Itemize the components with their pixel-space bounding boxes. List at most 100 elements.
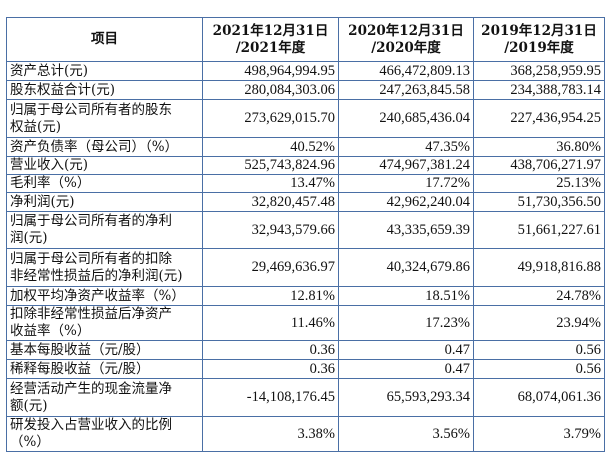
- row-label-text: 资产负债率（母公司）（%）: [10, 138, 179, 155]
- row-label-text: 归属于母公司所有者的扣除: [10, 250, 172, 267]
- row-label: 稀释每股收益（元/股）: [6, 359, 203, 379]
- row-label: 经营活动产生的现金流量净 额(元): [6, 378, 203, 417]
- row-label-text: 额(元): [10, 397, 48, 414]
- header-text: 2021年12月31日: [212, 22, 329, 39]
- value-cell-2021: 40.52%: [202, 137, 339, 157]
- row-label-text: 归属于母公司所有者的股东: [10, 101, 172, 118]
- value-cell-2021: 12.81%: [202, 286, 339, 306]
- table-row: 股东权益合计(元) 280,084,303.06 247,263,845.58 234…: [6, 80, 605, 100]
- value-cell-2019: 0.56: [473, 359, 605, 379]
- value-cell-2020: 474,967,381.24: [338, 156, 474, 175]
- value-cell-2021: 3.38%: [202, 416, 339, 452]
- value-cell-2020: 466,472,809.13: [338, 61, 474, 81]
- row-label-text: 净利润(元): [10, 193, 75, 210]
- row-label-text: 毛利率（%）: [10, 175, 91, 191]
- row-label-text: 经营活动产生的现金流量净: [10, 380, 172, 397]
- row-label-text: 营业收入(元): [10, 157, 89, 173]
- row-label: 扣除非经常性损益后净资产 收益率（%）: [6, 305, 203, 341]
- row-label: 基本每股收益（元/股）: [6, 340, 203, 360]
- value-cell-2020: 3.56%: [338, 416, 474, 452]
- value-cell-2019: 25.13%: [473, 174, 605, 193]
- table-header-row: 项目 2021年12月31日/2021年度 2020年12月31日/2020年度 20…: [6, 17, 605, 62]
- row-label: 归属于母公司所有者的股东 权益(元): [6, 99, 203, 138]
- value-cell-2019: 68,074,061.36: [473, 378, 605, 417]
- table-row: 加权平均净资产收益率（%） 12.81% 18.51% 24.78%: [6, 286, 605, 306]
- value-cell-2020: 47.35%: [338, 137, 474, 157]
- row-label-text: 收益率（%）: [10, 323, 91, 339]
- row-label-text: 扣除非经常性损益后净资产: [10, 306, 172, 322]
- financial-data-table: 项目 2021年12月31日/2021年度 2020年12月31日/2020年度 20…: [6, 17, 605, 452]
- header-year-2: 2020年12月31日/2020年度: [338, 17, 474, 62]
- header-text: 项目: [91, 31, 118, 47]
- table-row: 毛利率（%） 13.47% 17.72% 25.13%: [6, 174, 605, 193]
- value-cell-2019: 227,436,954.25: [473, 99, 605, 138]
- header-text: /2020年度: [371, 39, 441, 56]
- value-cell-2021: 498,964,994.95: [202, 61, 339, 81]
- value-cell-2021: 280,084,303.06: [202, 80, 339, 100]
- value-cell-2020: 0.47: [338, 359, 474, 379]
- value-cell-2019: 49,918,816.88: [473, 248, 605, 287]
- value-cell-2020: 65,593,293.34: [338, 378, 474, 417]
- table-row: 营业收入(元) 525,743,824.96 474,967,381.24 438,7…: [6, 156, 605, 175]
- row-label: 归属于母公司所有者的扣除 非经常性损益后的净利润(元): [6, 248, 203, 287]
- value-cell-2019: 23.94%: [473, 305, 605, 341]
- header-year-1: 2021年12月31日/2021年度: [202, 17, 339, 62]
- row-label: 研发投入占营业收入的比例 （%）: [6, 416, 203, 452]
- table-row: 归属于母公司所有者的股东 权益(元) 273,629,015.70 240,685,4…: [6, 99, 605, 138]
- value-cell-2019: 51,730,356.50: [473, 192, 605, 212]
- header-item: 项目: [6, 17, 203, 62]
- table-row: 研发投入占营业收入的比例 （%） 3.38% 3.56% 3.79%: [6, 416, 605, 452]
- table-row: 稀释每股收益（元/股） 0.36 0.47 0.56: [6, 359, 605, 379]
- row-label-text: 润(元): [10, 230, 48, 246]
- header-text: /2019年度: [504, 39, 574, 56]
- value-cell-2020: 17.72%: [338, 174, 474, 193]
- table-row: 经营活动产生的现金流量净 额(元) -14,108,176.45 65,593,293…: [6, 378, 605, 417]
- value-cell-2019: 234,388,783.14: [473, 80, 605, 100]
- row-label: 股东权益合计(元): [6, 80, 203, 100]
- row-label: 资产总计(元): [6, 61, 203, 81]
- value-cell-2020: 0.47: [338, 340, 474, 360]
- value-cell-2019: 3.79%: [473, 416, 605, 452]
- value-cell-2021: -14,108,176.45: [202, 378, 339, 417]
- value-cell-2019: 0.56: [473, 340, 605, 360]
- row-label: 加权平均净资产收益率（%）: [6, 286, 203, 306]
- value-cell-2020: 247,263,845.58: [338, 80, 474, 100]
- row-label-text: 资产总计(元): [10, 62, 89, 79]
- row-label: 营业收入(元): [6, 156, 203, 175]
- value-cell-2021: 32,943,579.66: [202, 211, 339, 249]
- table-row: 净利润(元) 32,820,457.48 42,962,240.04 51,730,3…: [6, 192, 605, 212]
- header-text: /2021年度: [235, 39, 306, 56]
- row-label-text: 加权平均净资产收益率（%）: [10, 287, 185, 304]
- value-cell-2021: 29,469,636.97: [202, 248, 339, 287]
- row-label: 资产负债率（母公司）（%）: [6, 137, 203, 157]
- value-cell-2021: 273,629,015.70: [202, 99, 339, 138]
- value-cell-2020: 240,685,436.04: [338, 99, 474, 138]
- header-text: 2019年12月31日: [481, 22, 597, 39]
- value-cell-2020: 42,962,240.04: [338, 192, 474, 212]
- value-cell-2019: 51,661,227.61: [473, 211, 605, 249]
- row-label-text: 股东权益合计(元): [10, 81, 116, 98]
- row-label-text: （%）: [10, 434, 50, 450]
- table-row: 扣除非经常性损益后净资产 收益率（%） 11.46% 17.23% 23.94%: [6, 305, 605, 341]
- row-label: 净利润(元): [6, 192, 203, 212]
- table-row: 归属于母公司所有者的净利 润(元) 32,943,579.66 43,335,659.…: [6, 211, 605, 249]
- table-row: 资产负债率（母公司）（%） 40.52% 47.35% 36.80%: [6, 137, 605, 157]
- row-label-text: 非经常性损益后的净利润(元): [10, 267, 183, 284]
- value-cell-2021: 11.46%: [202, 305, 339, 341]
- header-year-3: 2019年12月31日/2019年度: [473, 17, 605, 62]
- value-cell-2019: 24.78%: [473, 286, 605, 306]
- header-text: 2020年12月31日: [348, 22, 464, 39]
- value-cell-2019: 36.80%: [473, 137, 605, 157]
- row-label-text: 权益(元): [10, 118, 62, 135]
- row-label-text: 归属于母公司所有者的净利: [10, 213, 172, 229]
- value-cell-2020: 18.51%: [338, 286, 474, 306]
- value-cell-2021: 0.36: [202, 359, 339, 379]
- row-label-text: 研发投入占营业收入的比例: [10, 417, 172, 433]
- row-label: 毛利率（%）: [6, 174, 203, 193]
- value-cell-2020: 40,324,679.86: [338, 248, 474, 287]
- row-label-text: 稀释每股收益（元/股）: [10, 360, 150, 377]
- table-row: 资产总计(元) 498,964,994.95 466,472,809.13 368,2…: [6, 61, 605, 81]
- value-cell-2021: 32,820,457.48: [202, 192, 339, 212]
- value-cell-2020: 17.23%: [338, 305, 474, 341]
- value-cell-2019: 368,258,959.95: [473, 61, 605, 81]
